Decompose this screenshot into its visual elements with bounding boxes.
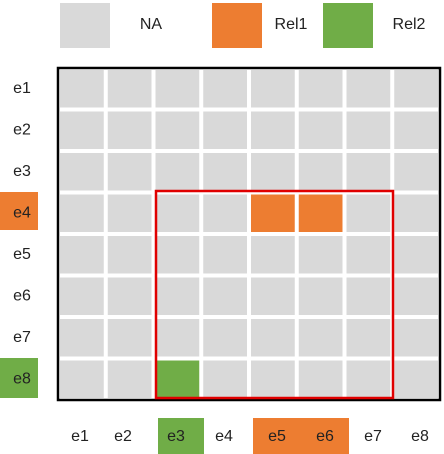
matrix-cell xyxy=(394,360,438,398)
matrix-cell xyxy=(346,236,391,274)
column-label: e3 xyxy=(167,428,185,445)
axis-labels: e1 e2 e3 e4 e5 e6 e7 e8 e1 e2 e3 e4 e5 e6 e7 e8 xyxy=(13,80,429,445)
matrix-cell xyxy=(203,277,247,315)
matrix-cell xyxy=(394,70,438,108)
focus-box xyxy=(154,189,395,400)
legend-swatch-rel2 xyxy=(323,3,373,48)
matrix-cell xyxy=(107,236,152,274)
column-label: e5 xyxy=(268,428,286,445)
matrix-cell xyxy=(203,70,247,108)
matrix-cell xyxy=(60,277,104,315)
matrix-cell xyxy=(203,236,247,274)
matrix-cell xyxy=(60,70,104,108)
legend-label: NA xyxy=(140,16,163,33)
column-label: e2 xyxy=(114,428,132,445)
matrix-cell xyxy=(155,319,200,357)
matrix-cell xyxy=(298,319,343,357)
row-highlight xyxy=(0,192,38,230)
matrix-cell xyxy=(155,194,200,232)
matrix-cell xyxy=(394,111,438,149)
matrix-cell xyxy=(298,111,343,149)
matrix-cell xyxy=(251,277,295,315)
column-label: e8 xyxy=(411,428,429,445)
matrix-cell xyxy=(394,277,438,315)
row-label: e4 xyxy=(13,204,31,221)
matrix-cell xyxy=(60,319,104,357)
matrix-cell xyxy=(298,277,343,315)
matrix-cell xyxy=(107,360,152,398)
row-label: e7 xyxy=(13,329,31,346)
matrix-cell xyxy=(155,70,200,108)
legend: NA Rel1 Rel2 xyxy=(60,3,426,48)
matrix-cell xyxy=(251,70,295,108)
matrix-cell xyxy=(346,360,391,398)
matrix-cell xyxy=(155,360,200,398)
row-label: e3 xyxy=(13,163,31,180)
matrix-cell xyxy=(60,153,104,191)
matrix-cell xyxy=(251,111,295,149)
matrix-cell xyxy=(298,153,343,191)
legend-label: Rel1 xyxy=(275,16,308,33)
matrix-cell xyxy=(394,236,438,274)
matrix-cell xyxy=(107,70,152,108)
column-label: e1 xyxy=(71,428,89,445)
matrix-cell xyxy=(346,319,391,357)
matrix-cell xyxy=(155,277,200,315)
matrix-cell xyxy=(346,111,391,149)
matrix-cell xyxy=(346,153,391,191)
matrix-cell xyxy=(155,111,200,149)
matrix-cell xyxy=(251,360,295,398)
matrix-cell xyxy=(107,111,152,149)
matrix-cells xyxy=(60,70,438,398)
matrix-cell xyxy=(60,236,104,274)
legend-label: Rel2 xyxy=(393,16,426,33)
column-label: e7 xyxy=(364,428,382,445)
legend-swatch-rel1 xyxy=(212,3,262,48)
row-label: e6 xyxy=(13,287,31,304)
matrix-cell xyxy=(298,194,343,232)
matrix-cell xyxy=(203,194,247,232)
matrix-cell xyxy=(107,277,152,315)
column-label: e4 xyxy=(215,428,233,445)
matrix-cell xyxy=(298,360,343,398)
matrix-cell xyxy=(155,236,200,274)
matrix-cell xyxy=(107,319,152,357)
row-highlight xyxy=(0,358,38,398)
matrix-cell xyxy=(251,194,295,232)
matrix-cell xyxy=(251,153,295,191)
matrix-cell xyxy=(203,153,247,191)
matrix-cell xyxy=(107,194,152,232)
column-label: e6 xyxy=(316,428,334,445)
matrix-cell xyxy=(203,360,247,398)
column-highlight xyxy=(253,418,349,454)
row-label: e2 xyxy=(13,121,31,138)
legend-swatch-na xyxy=(60,3,110,48)
matrix-cell xyxy=(251,236,295,274)
row-label: e8 xyxy=(13,370,31,387)
matrix-cell xyxy=(394,153,438,191)
matrix-cell xyxy=(346,194,391,232)
row-label: e1 xyxy=(13,80,31,97)
matrix-cell xyxy=(298,236,343,274)
matrix-cell xyxy=(155,153,200,191)
matrix-cell xyxy=(60,111,104,149)
matrix-cell xyxy=(203,111,247,149)
matrix-cell xyxy=(107,153,152,191)
matrix-cell xyxy=(203,319,247,357)
matrix-cell xyxy=(60,360,104,398)
row-label: e5 xyxy=(13,246,31,263)
matrix-cell xyxy=(394,319,438,357)
matrix-cell xyxy=(298,70,343,108)
matrix-cell xyxy=(346,70,391,108)
matrix-cell xyxy=(251,319,295,357)
column-highlight xyxy=(158,418,204,454)
matrix-cell xyxy=(60,194,104,232)
matrix-cell xyxy=(346,277,391,315)
matrix-border xyxy=(56,66,442,402)
matrix-cell xyxy=(394,194,438,232)
